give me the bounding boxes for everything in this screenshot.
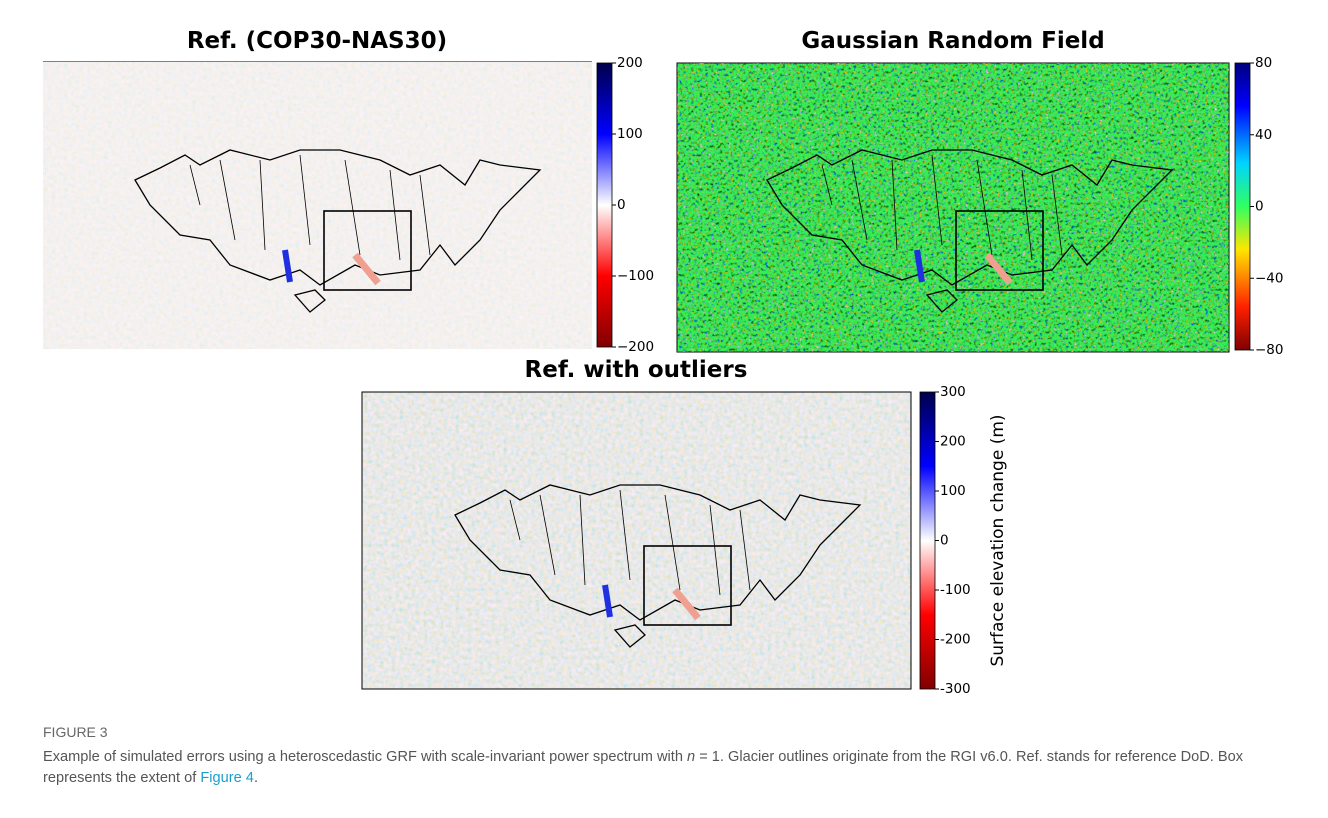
- colorbar-tick-label: −40: [1255, 270, 1284, 286]
- panel-title: Ref. (COP30-NAS30): [187, 28, 447, 54]
- caption-text: Example of simulated errors using a hete…: [43, 749, 688, 765]
- colorbar-tick-label: 0: [940, 533, 949, 549]
- colorbar-tick-label: 100: [940, 483, 966, 499]
- colorbar-tick-label: -300: [940, 681, 971, 697]
- map-noise: [677, 63, 1229, 352]
- colorbar-tick-label: 200: [940, 434, 966, 450]
- colorbar-tick-label: 300: [940, 384, 966, 400]
- caption-text: = 1. Glacier outlines originate from the…: [43, 749, 1244, 786]
- colorbar-tick-label: −80: [1255, 342, 1284, 358]
- colorbar: [596, 62, 613, 348]
- figure-caption: Example of simulated errors using a hete…: [43, 747, 1293, 789]
- colorbar-tick-label: -100: [940, 582, 971, 598]
- colorbar-tick-label: 0: [1255, 199, 1264, 215]
- colorbar-tick-label: −100: [617, 268, 654, 284]
- figure-link[interactable]: Figure 4: [200, 770, 254, 786]
- panel-title: Ref. with outliers: [525, 357, 748, 383]
- map-noise: [43, 62, 592, 349]
- panel-title: Gaussian Random Field: [801, 28, 1104, 54]
- figure-label: FIGURE 3: [43, 724, 108, 740]
- caption-text: .: [253, 770, 258, 786]
- colorbar: [1234, 62, 1251, 351]
- colorbar-label: Surface elevation change (m): [988, 414, 1008, 666]
- colorbar-tick-label: -200: [940, 632, 971, 648]
- colorbar-tick-label: 40: [1255, 127, 1272, 143]
- caption-var: n: [687, 749, 696, 765]
- colorbar-tick-label: 0: [617, 197, 626, 213]
- colorbar-tick-label: 200: [617, 55, 643, 71]
- figure: Ref. (COP30-NAS30) 200 100 0 −100 −200 Gaussia…: [43, 28, 1284, 697]
- colorbar: [919, 391, 936, 690]
- colorbar-tick-label: 100: [617, 126, 643, 142]
- colorbar-tick-label: −200: [617, 339, 654, 355]
- map-frame: [361, 391, 912, 690]
- map-noise: [362, 392, 911, 689]
- colorbar-tick-label: 80: [1255, 55, 1272, 71]
